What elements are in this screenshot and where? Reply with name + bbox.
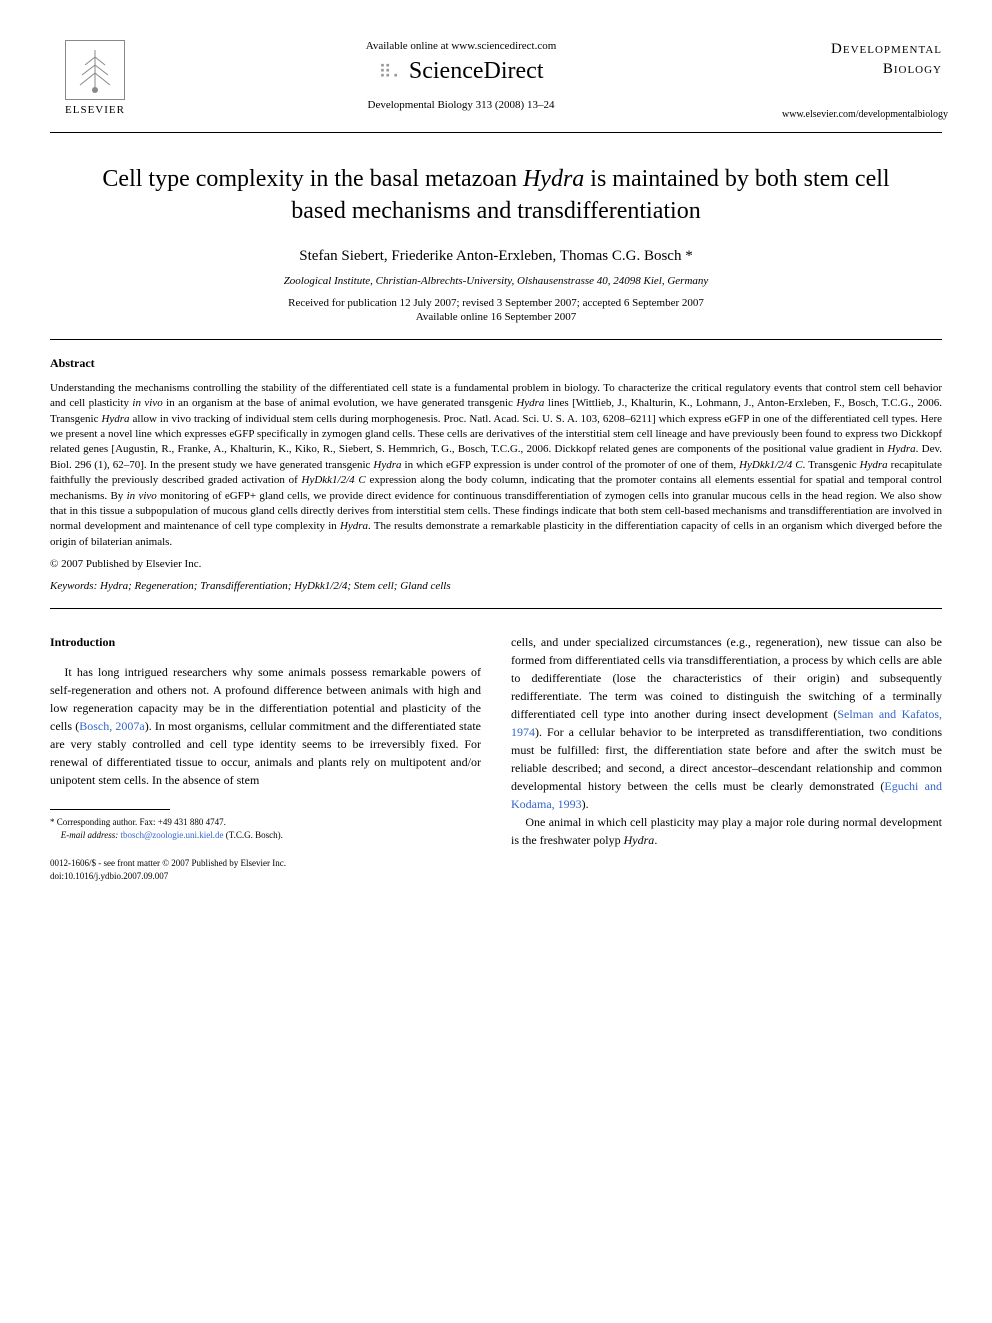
journal-name-line2: Biology bbox=[883, 61, 942, 77]
keywords-label: Keywords: bbox=[50, 580, 97, 592]
platform-label: ScienceDirect bbox=[409, 58, 544, 84]
affiliation: Zoological Institute, Christian-Albrecht… bbox=[50, 275, 942, 287]
authors-list: Stefan Siebert, Friederike Anton-Erxlebe… bbox=[50, 248, 942, 265]
intro-paragraph-1-cont: cells, and under specialized circumstanc… bbox=[511, 633, 942, 813]
publisher-block: ELSEVIER bbox=[50, 40, 140, 116]
copyright-notice: © 2007 Published by Elsevier Inc. bbox=[50, 558, 942, 570]
footnote-divider bbox=[50, 809, 170, 810]
divider bbox=[50, 608, 942, 609]
front-matter-line: 0012-1606/$ - see front matter © 2007 Pu… bbox=[50, 857, 481, 870]
journal-url: www.elsevier.com/developmentalbiology bbox=[782, 109, 942, 120]
publisher-name: ELSEVIER bbox=[65, 104, 125, 116]
email-label: E-mail address: bbox=[61, 830, 118, 840]
author-email[interactable]: tbosch@zoologie.uni.kiel.de bbox=[120, 830, 223, 840]
received-dates: Received for publication 12 July 2007; r… bbox=[50, 297, 942, 309]
footer-info: 0012-1606/$ - see front matter © 2007 Pu… bbox=[50, 857, 481, 882]
journal-name: Developmental Biology bbox=[782, 40, 942, 79]
available-online-text: Available online at www.sciencedirect.co… bbox=[140, 40, 782, 52]
doi-line: doi:10.1016/j.ydbio.2007.09.007 bbox=[50, 870, 481, 883]
right-column: cells, and under specialized circumstanc… bbox=[511, 633, 942, 882]
divider bbox=[50, 339, 942, 340]
journal-header: ELSEVIER Available online at www.science… bbox=[50, 40, 942, 133]
abstract-text: Understanding the mechanisms controlling… bbox=[50, 381, 942, 550]
keywords-values: Hydra; Regeneration; Transdifferentiatio… bbox=[100, 580, 451, 592]
email-footnote: E-mail address: tbosch@zoologie.uni.kiel… bbox=[50, 829, 481, 842]
corresponding-author-note: * Corresponding author. Fax: +49 431 880… bbox=[50, 816, 481, 829]
article-title: Cell type complexity in the basal metazo… bbox=[90, 163, 902, 228]
header-center: Available online at www.sciencedirect.co… bbox=[140, 40, 782, 111]
available-online-date: Available online 16 September 2007 bbox=[50, 311, 942, 323]
body-columns: Introduction It has long intrigued resea… bbox=[50, 633, 942, 882]
journal-name-line1: Developmental bbox=[831, 41, 942, 57]
platform-name: ⠿⠄ScienceDirect bbox=[140, 58, 782, 85]
introduction-heading: Introduction bbox=[50, 633, 481, 651]
abstract-heading: Abstract bbox=[50, 356, 942, 371]
elsevier-tree-icon bbox=[65, 40, 125, 100]
keywords-line: Keywords: Hydra; Regeneration; Transdiff… bbox=[50, 580, 942, 592]
sciencedirect-dots-icon: ⠿⠄ bbox=[379, 62, 405, 83]
journal-citation: Developmental Biology 313 (2008) 13–24 bbox=[140, 99, 782, 111]
header-right: Developmental Biology www.elsevier.com/d… bbox=[782, 40, 942, 120]
left-column: Introduction It has long intrigued resea… bbox=[50, 633, 481, 882]
intro-paragraph-2: One animal in which cell plasticity may … bbox=[511, 813, 942, 849]
intro-paragraph-1: It has long intrigued researchers why so… bbox=[50, 663, 481, 789]
email-attribution: (T.C.G. Bosch). bbox=[226, 830, 283, 840]
